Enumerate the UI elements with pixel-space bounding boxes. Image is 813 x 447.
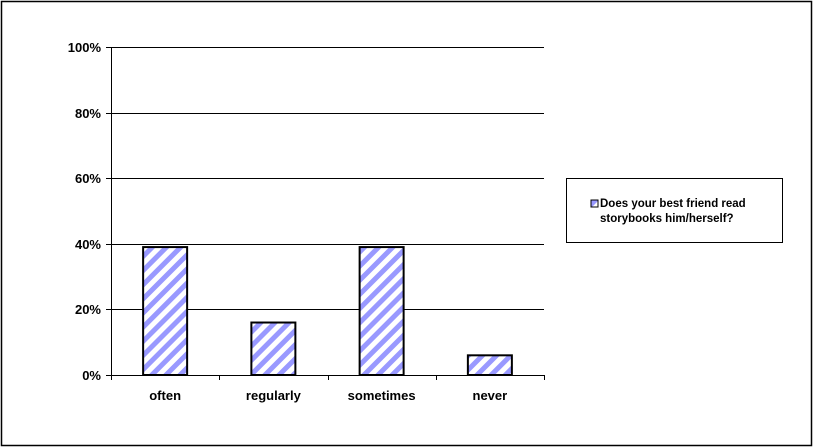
bar-sometimes [358, 246, 405, 376]
legend-label-line-2: storybooks him/herself? [600, 213, 734, 225]
legend-swatch [590, 199, 599, 208]
y-tick-label: 40% [75, 237, 101, 252]
legend-label-line-1: Does your best friend read [600, 198, 746, 210]
y-tick-label: 0% [82, 368, 101, 383]
bar-regularly [250, 321, 297, 376]
y-tick-label: 20% [75, 302, 101, 317]
x-tick-label: regularly [246, 388, 302, 403]
x-tick-label: sometimes [348, 388, 416, 403]
x-tick-label: often [149, 388, 181, 403]
labels-layer: 0% 20% 40% 60% 80% 100% often regularly sometime… [68, 40, 507, 403]
legend: Does your best friend read storybooks hi… [566, 178, 783, 243]
legend-box [566, 178, 783, 243]
y-tick-label: 60% [75, 171, 101, 186]
y-tick-label: 100% [68, 40, 102, 55]
bar-never [466, 354, 513, 377]
axes-layer [106, 47, 545, 380]
x-tick-label: never [473, 388, 508, 403]
bar-often [142, 246, 189, 376]
y-tick-label: 80% [75, 106, 101, 121]
